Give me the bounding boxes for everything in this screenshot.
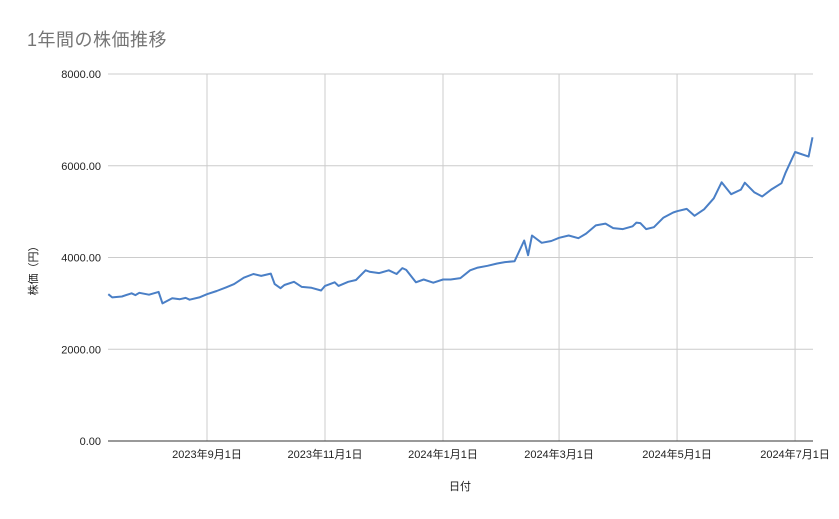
x-tick-label: 2024年7月1日	[760, 447, 830, 461]
x-tick-label: 2023年11月1日	[287, 447, 362, 461]
x-tick-label: 2023年9月1日	[172, 447, 242, 461]
y-axis-label: 株価（円）	[26, 241, 40, 296]
x-axis-ticks: 2023年9月1日 2023年11月1日 2024年1月1日 2024年3月1日 202…	[172, 447, 830, 461]
x-tick-label: 2024年5月1日	[642, 447, 712, 461]
chart-title: 1年間の株価推移	[27, 30, 168, 50]
x-tick-label: 2024年3月1日	[524, 447, 594, 461]
x-tick-label: 2024年1月1日	[408, 447, 478, 461]
y-tick-label: 8000.00	[61, 69, 101, 81]
price-line	[107, 137, 814, 305]
horizontal-gridlines	[108, 73, 813, 350]
y-tick-label: 4000.00	[61, 253, 101, 265]
x-axis-label: 日付	[449, 480, 471, 493]
y-axis-ticks: 0.00 2000.00 4000.00 6000.00 8000.00	[61, 69, 101, 448]
y-tick-label: 0.00	[80, 436, 101, 448]
vertical-gridlines	[206, 74, 796, 441]
y-tick-label: 2000.00	[61, 344, 101, 356]
y-tick-label: 6000.00	[61, 161, 101, 173]
